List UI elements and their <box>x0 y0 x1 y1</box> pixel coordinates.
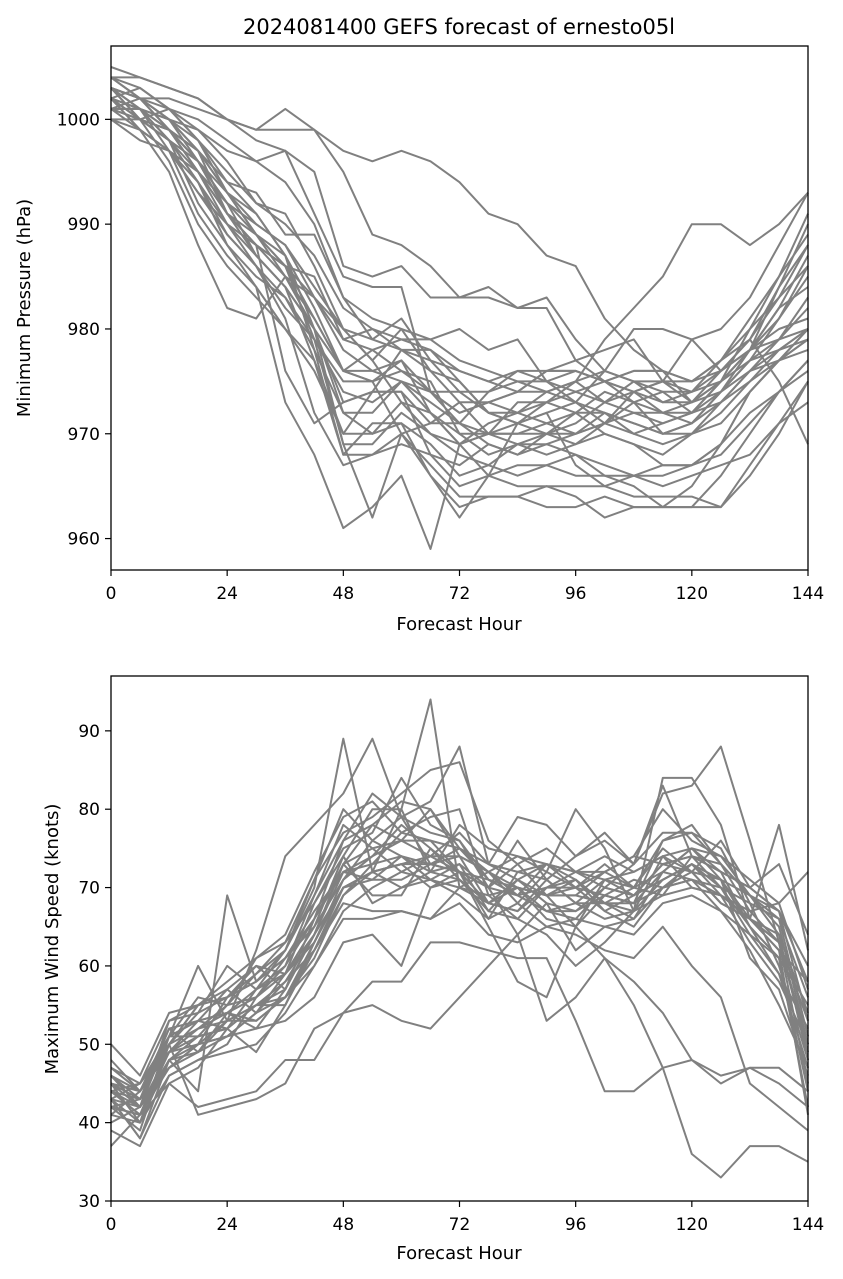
wind-y-tick-label: 80 <box>78 800 100 820</box>
wind-x-tick-label: 72 <box>449 1215 471 1235</box>
pressure-y-ticks: 960 970 980 990 1000 <box>57 110 111 550</box>
pressure-x-tick-label: 144 <box>792 584 824 604</box>
wind-x-tick-label: 120 <box>676 1215 708 1235</box>
pressure-lines <box>110 66 809 550</box>
pressure-series-line-31 <box>110 97 809 519</box>
pressure-y-tick-label: 1000 <box>57 110 100 130</box>
wind-x-tick-label: 24 <box>216 1215 238 1235</box>
wind-y-tick-label: 40 <box>78 1114 100 1134</box>
pressure-y-tick-label: 980 <box>68 320 100 340</box>
pressure-x-tick-label: 72 <box>449 584 471 604</box>
wind-x-axis-label: Forecast Hour <box>396 1243 522 1264</box>
pressure-x-tick-label: 96 <box>565 584 587 604</box>
wind-x-tick-label: 144 <box>792 1215 824 1235</box>
pressure-x-tick-label: 24 <box>216 584 238 604</box>
pressure-y-tick-label: 990 <box>68 215 100 235</box>
wind-x-ticks: 0 24 48 72 96 120 144 <box>106 1201 824 1235</box>
pressure-series-line-28 <box>110 97 809 435</box>
wind-y-tick-label: 30 <box>78 1192 100 1212</box>
pressure-x-tick-label: 120 <box>676 584 708 604</box>
wind-series-line-31 <box>110 847 809 1116</box>
wind-series-line-17 <box>110 941 809 1116</box>
wind-series-line-30 <box>110 839 809 1108</box>
wind-y-tick-label: 90 <box>78 722 100 742</box>
wind-y-ticks: 30 40 50 60 70 80 90 <box>78 722 111 1212</box>
wind-y-axis-label: Maximum Wind Speed (knots) <box>42 804 63 1075</box>
wind-x-tick-label: 0 <box>106 1215 117 1235</box>
pressure-chart: 0 24 48 72 96 120 144 960 970 980 990 1000 Forecas… <box>14 45 824 635</box>
pressure-x-axis-label: Forecast Hour <box>396 614 522 635</box>
pressure-series-line-25 <box>110 97 809 467</box>
pressure-series-line-16 <box>110 97 809 509</box>
wind-series-line-27 <box>110 823 809 1108</box>
wind-y-tick-label: 70 <box>78 879 100 899</box>
wind-series-line-16 <box>110 933 809 1179</box>
wind-y-tick-label: 60 <box>78 957 100 977</box>
pressure-series-line-30 <box>110 86 809 456</box>
pressure-y-tick-label: 960 <box>68 530 100 550</box>
wind-series-line-22 <box>110 870 809 1140</box>
wind-x-tick-label: 48 <box>333 1215 355 1235</box>
pressure-series-line-15 <box>110 108 809 488</box>
pressure-y-tick-label: 970 <box>68 425 100 445</box>
wind-y-tick-label: 50 <box>78 1035 100 1055</box>
pressure-x-ticks: 0 24 48 72 96 120 144 <box>106 570 824 604</box>
pressure-x-tick-label: 48 <box>333 584 355 604</box>
pressure-y-axis-label: Minimum Pressure (hPa) <box>14 199 35 417</box>
wind-chart: 0 24 48 72 96 120 144 30 40 50 60 70 80 90 Forecast … <box>42 675 824 1264</box>
figure-title: 2024081400 GEFS forecast of ernesto05l <box>243 15 675 39</box>
wind-series-line-26 <box>110 870 809 1093</box>
wind-series-line-28 <box>110 847 809 1115</box>
wind-lines <box>110 698 809 1179</box>
pressure-x-tick-label: 0 <box>106 584 117 604</box>
wind-x-tick-label: 96 <box>565 1215 587 1235</box>
